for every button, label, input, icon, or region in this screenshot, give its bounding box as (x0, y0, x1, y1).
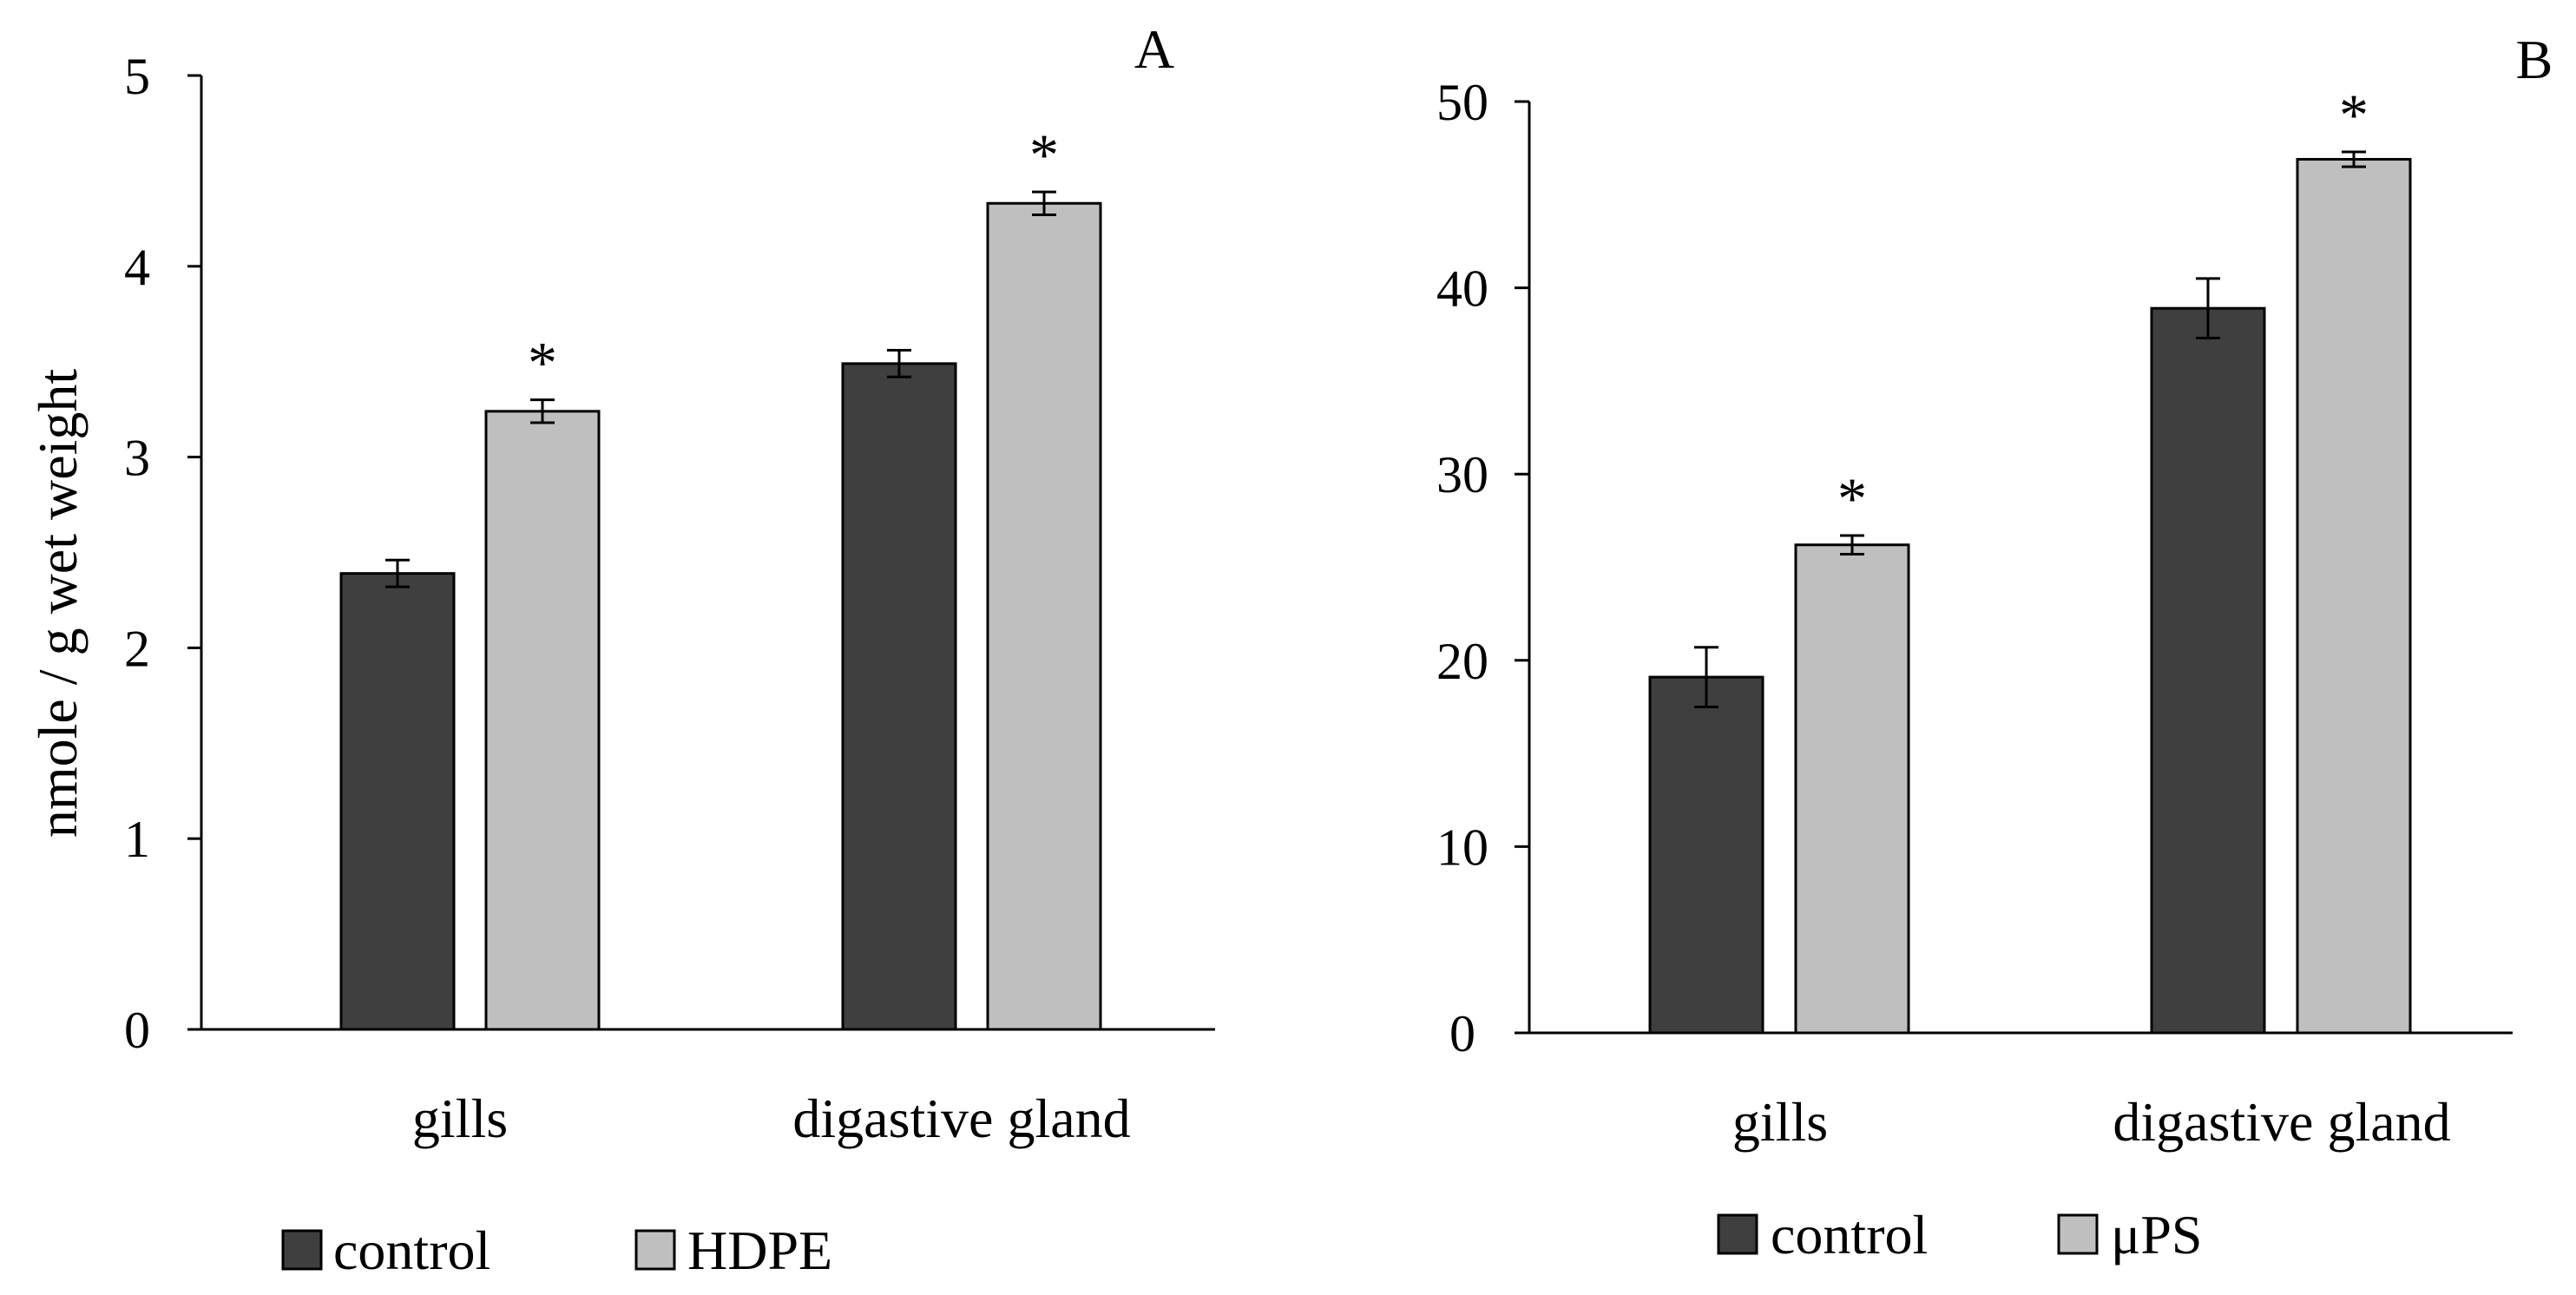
panel-b-y-tick-label: 40 (1436, 260, 1488, 318)
panel-b-bar-control-gills (1648, 675, 1764, 1035)
panel-a-bar-treatment-gills (484, 410, 601, 1031)
panel-b-legend-label: μPS (2111, 1204, 2203, 1265)
panel-b-chart: 0 10 20 30 40 50 * * gills digastive gland Bcontro… (1436, 29, 2553, 1265)
panel-b-y-tick-label: 30 (1436, 446, 1488, 503)
panel-a-bar-treatment-digastive-gland (986, 201, 1102, 1031)
panel-b-y-tick-label: 20 (1436, 633, 1488, 690)
panel-a-legend-label: control (333, 1219, 490, 1281)
panel-a-y-tick-label: 5 (124, 48, 150, 105)
panel-b-category-label: gills (1732, 1091, 1828, 1153)
panel-b-significance-marker: * (2339, 82, 2369, 148)
panel-a-category-label: gills (412, 1088, 508, 1149)
panel-b-bar-treatment-gills (1794, 543, 1910, 1035)
panel-b-y-tick-label: 0 (1449, 1005, 1475, 1062)
panel-a-label: A (1134, 18, 1174, 80)
panel-a-legend-swatch (281, 1229, 323, 1271)
panel-b-label: B (2516, 29, 2553, 90)
panel-a-category-label: digastive gland (792, 1088, 1130, 1149)
panel-b-bar-treatment-digastive-gland (2296, 158, 2412, 1035)
panel-a-y-tick-label: 3 (124, 430, 150, 487)
panel-a-bar-control-gills (339, 572, 456, 1031)
y-axis-title: nmole / g wet weight (27, 369, 89, 838)
panel-b-legend-swatch (1717, 1213, 1758, 1255)
panel-a-y-tick-label: 2 (124, 620, 150, 677)
panel-a-y-tick-label: 4 (124, 239, 150, 296)
panel-a-bar-control-digastive-gland (841, 362, 957, 1031)
panel-b-bar-control-digastive-gland (2150, 306, 2266, 1035)
panel-b-y-tick-label: 10 (1436, 818, 1488, 876)
panel-a-legend-swatch (634, 1229, 676, 1271)
panel-a-significance-marker: * (1029, 122, 1059, 187)
panel-a-y-tick-label: 0 (124, 1002, 150, 1059)
panel-b-legend-label: control (1771, 1204, 1928, 1265)
panel-b-legend-swatch (2057, 1213, 2099, 1255)
panel-a-legend-label: HDPE (687, 1219, 832, 1281)
panel-b-category-label: digastive gland (2113, 1091, 2450, 1153)
panel-a-y-tick-label: 1 (124, 811, 150, 868)
panel-b-y-tick-label: 50 (1436, 74, 1488, 131)
panel-a-significance-marker: * (528, 330, 557, 396)
panel-b-significance-marker: * (1837, 465, 1867, 531)
